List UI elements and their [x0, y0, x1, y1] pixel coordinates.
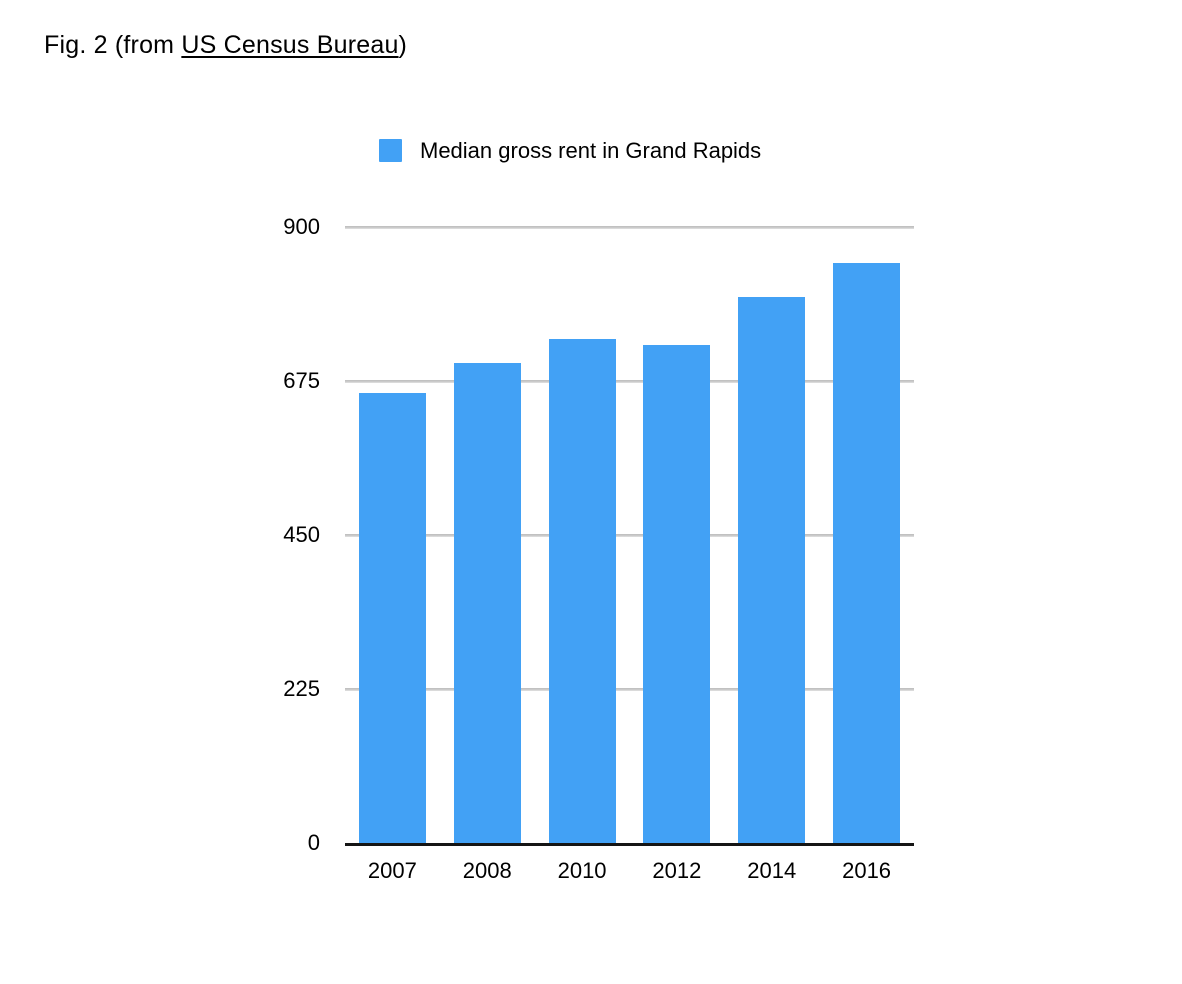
legend-label: Median gross rent in Grand Rapids	[420, 138, 762, 163]
y-tick-label-0: 0	[307, 830, 320, 855]
bar-2007	[358, 393, 426, 843]
gridline-450	[345, 534, 914, 537]
x-tick-label-2007: 2007	[367, 858, 417, 883]
x-tick-label-2010: 2010	[557, 858, 607, 883]
figure-title-prefix: Fig. 2 (from	[44, 31, 182, 59]
bar-2010	[548, 339, 616, 843]
chart-legend: Median gross rent in Grand Rapids	[379, 139, 761, 162]
y-tick-label-450: 450	[283, 522, 320, 547]
legend-swatch-icon	[379, 139, 402, 162]
y-tick-label-225: 225	[283, 676, 320, 701]
x-tick-label-2008: 2008	[462, 858, 512, 883]
x-tick-label-2016: 2016	[842, 858, 892, 883]
x-tick-label-2014: 2014	[747, 858, 797, 883]
figure-title: Fig. 2 (from US Census Bureau)	[44, 30, 407, 60]
y-tick-label-900: 900	[283, 214, 320, 239]
bar-2008	[453, 363, 521, 843]
bar-2014	[738, 296, 806, 843]
bar-2016	[833, 263, 901, 843]
x-tick-label-2012: 2012	[652, 858, 702, 883]
census-bureau-link[interactable]: US Census Bureau	[181, 31, 399, 59]
gridline-675	[345, 380, 914, 383]
gridline-225	[345, 688, 914, 691]
bar-2012	[643, 345, 711, 843]
figure-title-suffix: )	[398, 31, 408, 59]
y-tick-label-675: 675	[283, 368, 320, 393]
gridline-900	[345, 226, 914, 229]
plot-area	[345, 226, 914, 846]
